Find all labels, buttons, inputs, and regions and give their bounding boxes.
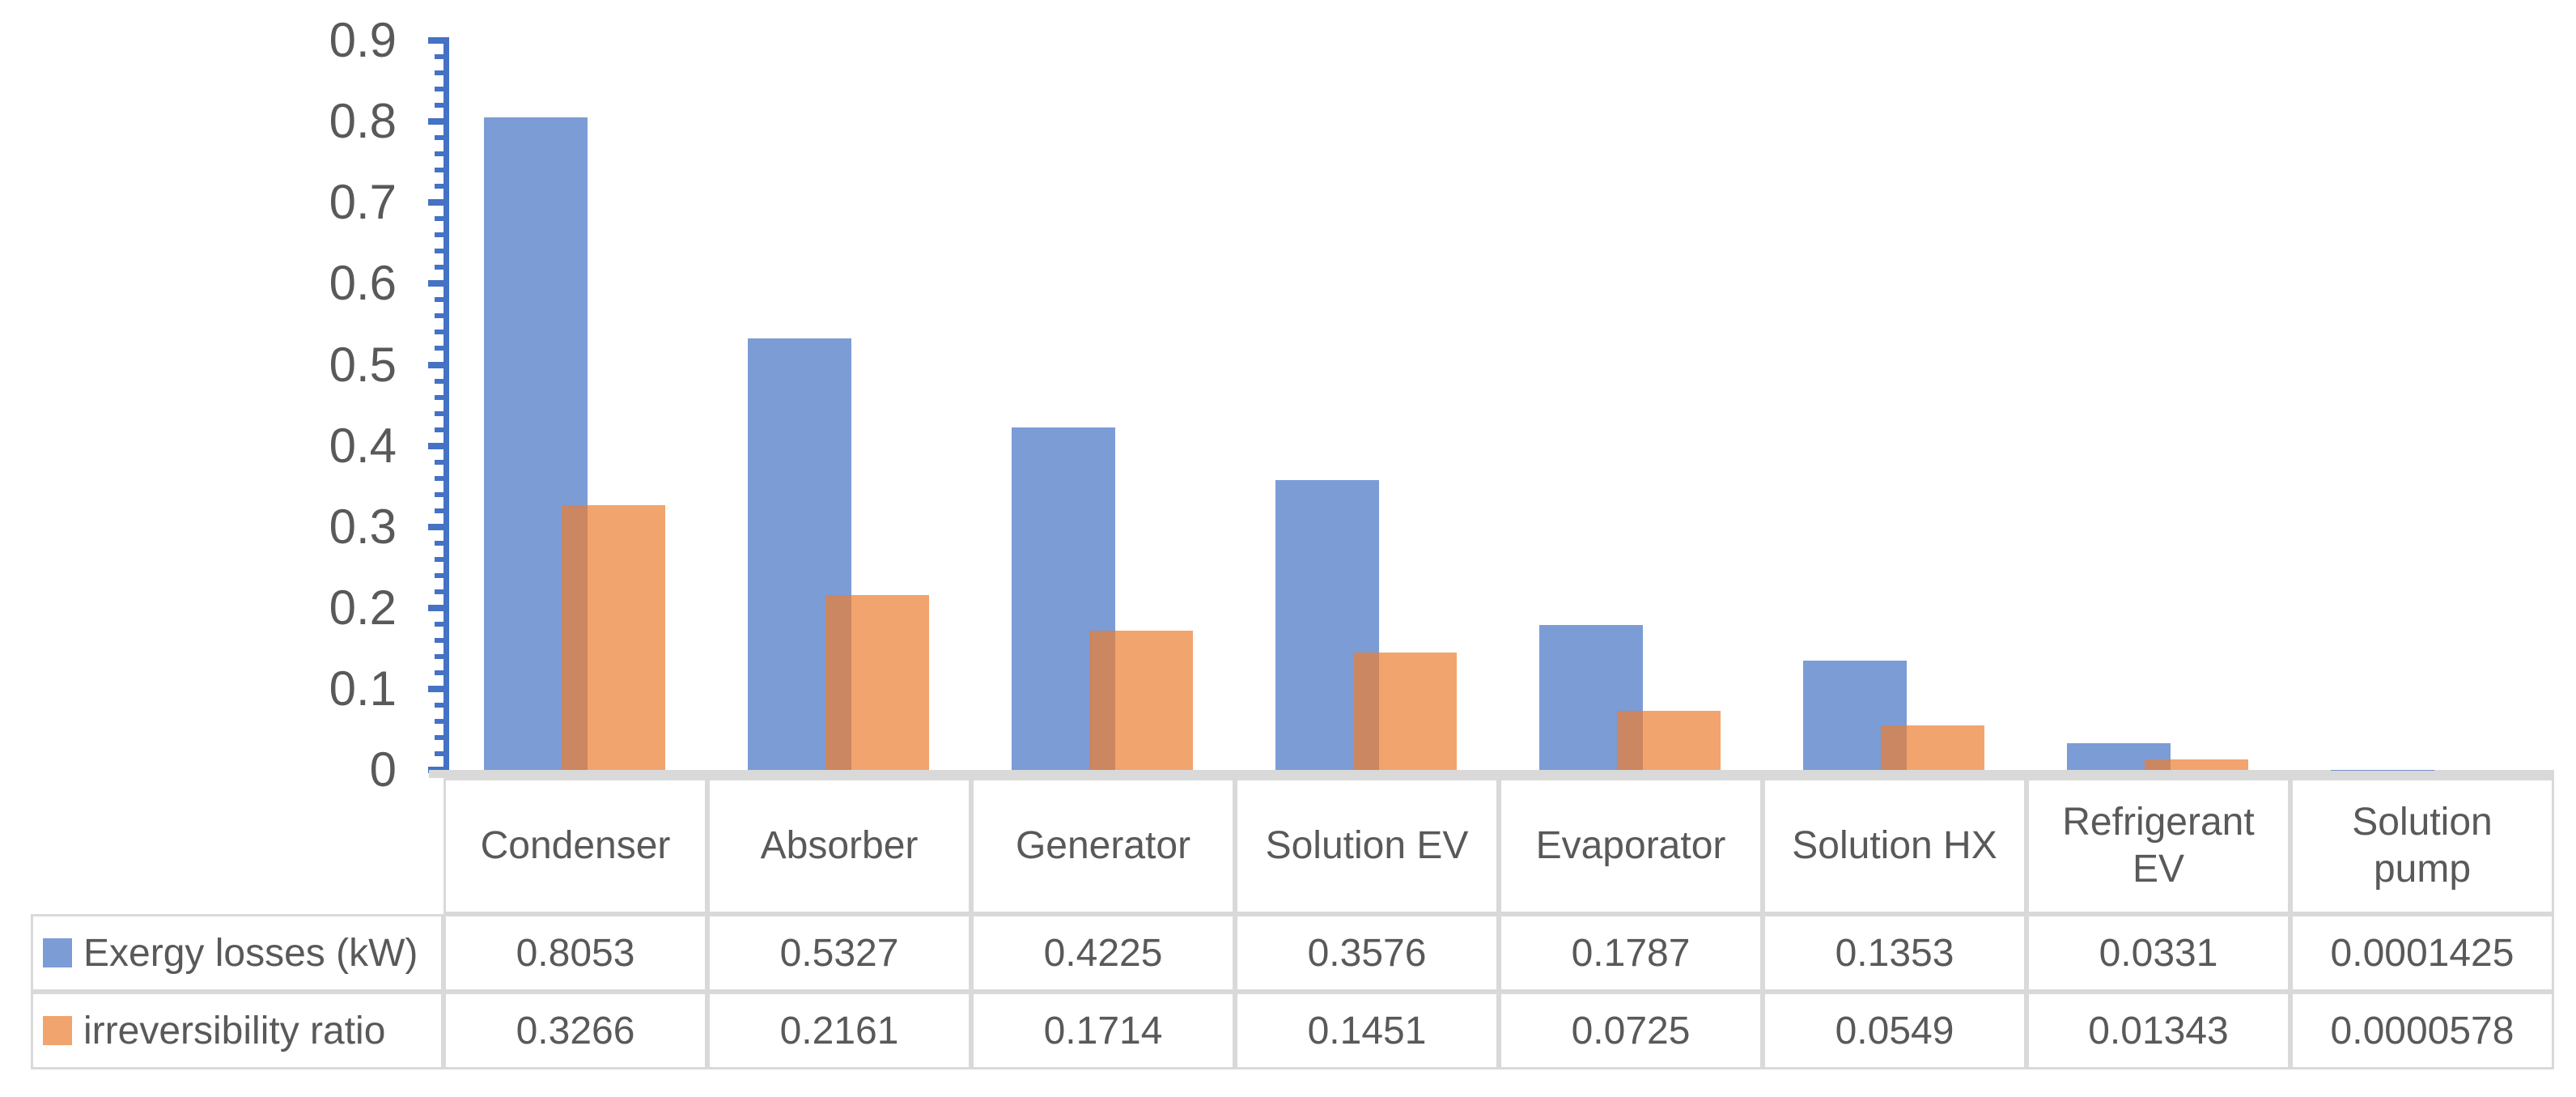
legend-swatch-irreversibility-ratio (43, 1016, 72, 1045)
bar-irreversibility-ratio-condenser (562, 505, 665, 770)
y-axis-major-tick (428, 523, 449, 530)
value-irreversibility-ratio-solution-ev: 0.1451 (1235, 992, 1499, 1069)
value-irreversibility-ratio-solution-hx: 0.0549 (1763, 992, 2026, 1069)
column-header-evaporator: Evaporator (1499, 778, 1763, 914)
value-exergy-losses-kw-solution-pump: 0.0001425 (2290, 914, 2554, 992)
y-axis-tick-label-0.6: 0.6 (329, 256, 397, 311)
y-axis-tick-label-0.8: 0.8 (329, 94, 397, 149)
y-axis-minor-tick (435, 702, 449, 708)
y-axis-minor-tick (435, 313, 449, 319)
y-axis-major-tick (428, 280, 449, 287)
bar-irreversibility-ratio-refrigerant-ev (2145, 759, 2248, 770)
legend-label-exergy-losses-kw: Exergy losses (kW) (83, 931, 418, 975)
y-axis-minor-tick (435, 491, 449, 497)
y-axis-major-tick (428, 685, 449, 692)
y-axis-line (443, 37, 449, 779)
y-axis-major-tick (428, 361, 449, 368)
value-exergy-losses-kw-evaporator: 0.1787 (1499, 914, 1763, 992)
y-axis-minor-tick (435, 103, 449, 108)
column-header-generator: Generator (971, 778, 1235, 914)
y-axis-minor-tick (435, 556, 449, 562)
x-axis-baseline (429, 770, 2554, 778)
data-table: Condenser Absorber Generator Solution EV Eva… (31, 778, 2554, 1069)
y-axis-minor-tick (435, 249, 449, 254)
legend-label-irreversibility-ratio: irreversibility ratio (83, 1009, 386, 1052)
value-exergy-losses-kw-condenser: 0.8053 (443, 914, 707, 992)
y-axis-minor-tick (435, 265, 449, 270)
bar-irreversibility-ratio-absorber (825, 594, 929, 770)
table-corner-spacer (31, 778, 443, 914)
y-axis-minor-tick (435, 394, 449, 400)
y-axis-minor-tick (435, 572, 449, 578)
value-exergy-losses-kw-solution-ev: 0.3576 (1235, 914, 1499, 992)
y-axis-minor-tick (435, 427, 449, 432)
bar-irreversibility-ratio-solution-ev (1353, 652, 1457, 770)
column-header-refrigerant-ev: Refrigerant EV (2026, 778, 2290, 914)
y-axis-minor-tick (435, 151, 449, 157)
legend-key-exergy-losses-kw: Exergy losses (kW) (31, 914, 443, 992)
bar-irreversibility-ratio-generator (1089, 631, 1193, 770)
y-axis-minor-tick (435, 589, 449, 594)
y-axis-minor-tick (435, 297, 449, 303)
y-axis-tick-label-0.5: 0.5 (329, 337, 397, 392)
y-axis-minor-tick (435, 718, 449, 724)
y-axis-minor-tick (435, 621, 449, 627)
y-axis-tick-label-0.1: 0.1 (329, 661, 397, 716)
y-axis-minor-tick (435, 346, 449, 351)
y-axis-tick-label-0.9: 0.9 (329, 13, 397, 68)
y-axis-minor-tick (435, 54, 449, 60)
value-exergy-losses-kw-refrigerant-ev: 0.0331 (2026, 914, 2290, 992)
column-header-solution-hx: Solution HX (1763, 778, 2026, 914)
y-axis-minor-tick (435, 330, 449, 335)
y-axis-minor-tick (435, 70, 449, 76)
column-header-condenser: Condenser (443, 778, 707, 914)
value-exergy-losses-kw-solution-hx: 0.1353 (1763, 914, 2026, 992)
y-axis-minor-tick (435, 232, 449, 238)
y-axis-minor-tick (435, 135, 449, 141)
value-exergy-losses-kw-generator: 0.4225 (971, 914, 1235, 992)
y-axis-minor-tick (435, 184, 449, 189)
y-axis-major-tick (428, 442, 449, 449)
value-irreversibility-ratio-absorber: 0.2161 (707, 992, 971, 1069)
y-axis-tick-label-0.2: 0.2 (329, 580, 397, 635)
y-axis-major-tick (428, 199, 449, 206)
column-header-absorber: Absorber (707, 778, 971, 914)
y-axis-minor-tick (435, 734, 449, 740)
y-axis-minor-tick (435, 653, 449, 659)
legend-key-irreversibility-ratio: irreversibility ratio (31, 992, 443, 1069)
value-irreversibility-ratio-condenser: 0.3266 (443, 992, 707, 1069)
legend-swatch-exergy-losses-kw (43, 938, 72, 967)
y-axis-minor-tick (435, 410, 449, 416)
y-axis-minor-tick (435, 750, 449, 756)
y-axis-minor-tick (435, 508, 449, 513)
y-axis-minor-tick (435, 670, 449, 675)
y-axis-major-tick (428, 118, 449, 125)
value-exergy-losses-kw-absorber: 0.5327 (707, 914, 971, 992)
y-axis-major-tick (428, 604, 449, 611)
y-axis-minor-tick (435, 475, 449, 481)
y-axis-minor-tick (435, 216, 449, 222)
column-header-solution-ev: Solution EV (1235, 778, 1499, 914)
value-irreversibility-ratio-generator: 0.1714 (971, 992, 1235, 1069)
y-axis-minor-tick (435, 87, 449, 92)
value-irreversibility-ratio-solution-pump: 0.0000578 (2290, 992, 2554, 1069)
y-axis-tick-label-0.4: 0.4 (329, 418, 397, 473)
y-axis-minor-tick (435, 540, 449, 546)
y-axis-minor-tick (435, 168, 449, 173)
bar-irreversibility-ratio-solution-hx (1881, 725, 1984, 770)
y-axis-major-tick (428, 37, 449, 45)
value-irreversibility-ratio-evaporator: 0.0725 (1499, 992, 1763, 1069)
y-axis-minor-tick (435, 378, 449, 384)
y-axis-minor-tick (435, 637, 449, 643)
bar-irreversibility-ratio-evaporator (1617, 711, 1721, 770)
y-axis-minor-tick (435, 459, 449, 465)
y-axis-tick-label-0.7: 0.7 (329, 175, 397, 230)
y-axis-tick-label-0: 0 (369, 742, 397, 797)
y-axis-tick-label-0.3: 0.3 (329, 499, 397, 554)
value-irreversibility-ratio-refrigerant-ev: 0.01343 (2026, 992, 2290, 1069)
column-header-solution-pump: Solution pump (2290, 778, 2554, 914)
